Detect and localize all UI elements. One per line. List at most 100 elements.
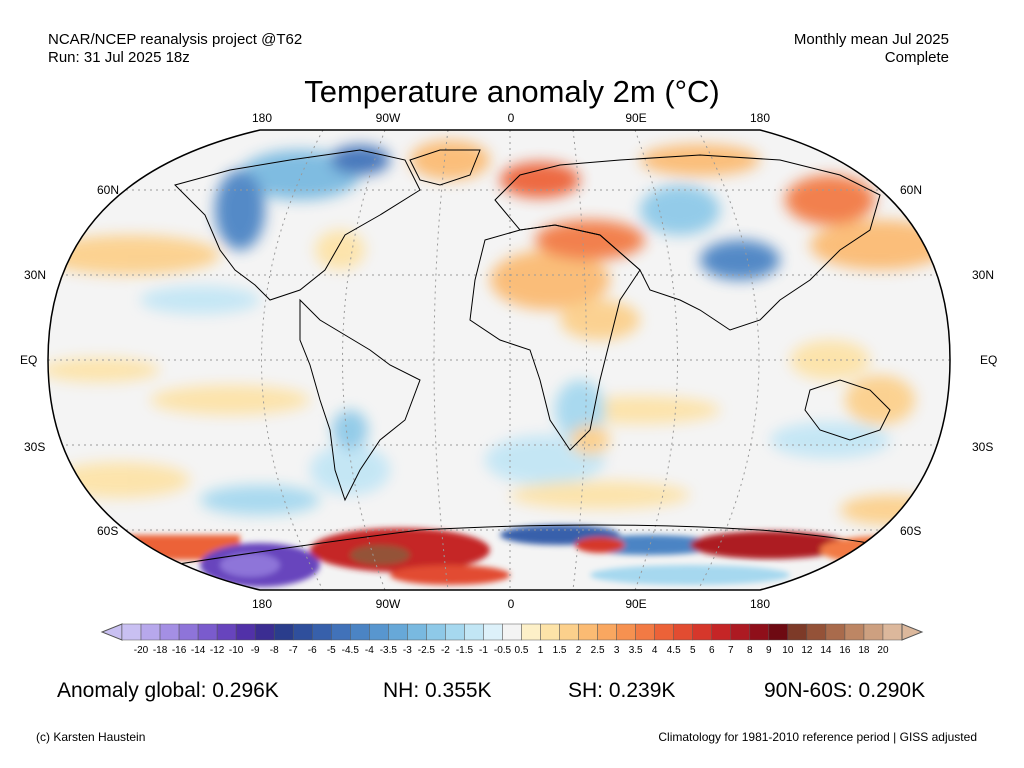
colorbar-tick-label: -2: [440, 645, 450, 656]
colorbar-tick-label: -9: [250, 645, 260, 656]
colorbar-tick-label: -1: [479, 645, 488, 656]
colorbar-tick-label: 6: [708, 645, 715, 656]
lon-label-top: 180: [749, 111, 771, 125]
colorbar-swatch: [863, 623, 884, 641]
colorbar-swatch: [578, 623, 598, 641]
colorbar-swatch: [711, 623, 732, 641]
colorbar-swatch: [768, 623, 789, 641]
lat-label-right: 60N: [900, 183, 923, 197]
colorbar-tick-label: -6: [307, 645, 317, 656]
colorbar-swatch: [825, 623, 846, 641]
colorbar-tick-label: 3: [613, 645, 620, 656]
colorbar-swatch: [464, 623, 484, 641]
colorbar-swatch: [502, 623, 522, 641]
colorbar-tick-label: 3.5: [628, 645, 643, 656]
lat-label-left: EQ: [20, 353, 38, 367]
colorbar-swatch: [616, 623, 636, 641]
colorbar-swatch: [292, 623, 313, 641]
colorbar-tick-label: 12: [801, 645, 813, 656]
colorbar-swatch: [140, 623, 161, 641]
lon-label-bottom: 180: [749, 597, 771, 611]
colorbar-tick-label: -14: [190, 645, 206, 656]
colorbar-tick-label: -4: [364, 645, 374, 656]
lat-label-right: 30S: [972, 440, 994, 454]
colorbar-swatch: [540, 623, 560, 641]
stat-global: Anomaly global: 0.296K: [57, 679, 279, 702]
header-left-line1: NCAR/NCEP reanalysis project @T62: [48, 31, 303, 48]
lon-label-bottom: 0: [507, 597, 515, 611]
lat-label-left: 60N: [97, 183, 120, 197]
colorbar-swatch: [331, 623, 351, 641]
lon-label-bottom: 90W: [375, 597, 401, 611]
colorbar-tick-label: -5: [326, 645, 336, 656]
colorbar-tick-label: -12: [209, 645, 225, 656]
colorbar-tick-label: 16: [839, 645, 851, 656]
colorbar-tick-label: 18: [858, 645, 870, 656]
lon-label-top: 90W: [375, 111, 401, 125]
header-right-line1: Monthly mean Jul 2025: [793, 31, 949, 48]
colorbar-swatch: [388, 623, 408, 641]
stat-sh: SH: 0.239K: [568, 679, 676, 702]
colorbar-swatch: [235, 623, 256, 641]
lat-label-left: 30S: [24, 440, 46, 454]
lon-label-top: 90E: [625, 111, 647, 125]
colorbar-swatch: [806, 623, 827, 641]
colorbar-tick-label: -0.5: [493, 645, 512, 656]
colorbar-min-arrow: [100, 623, 123, 641]
colorbar-tick-label: 4: [651, 645, 658, 656]
globe-outline: [47, 129, 951, 591]
colorbar-swatch: [749, 623, 770, 641]
colorbar-swatch: [216, 623, 237, 641]
lon-label-bottom: 90E: [625, 597, 647, 611]
colorbar-swatch: [692, 623, 713, 641]
colorbar-swatch: [844, 623, 865, 641]
colorbar-swatch: [369, 623, 389, 641]
lon-label-bottom: 180: [251, 597, 273, 611]
colorbar-swatch: [654, 623, 674, 641]
colorbar-swatch: [178, 623, 199, 641]
colorbar-swatch: [273, 623, 294, 641]
header-right-line2: Complete: [884, 49, 949, 66]
colorbar-tick-label: -2.5: [417, 645, 435, 656]
colorbar-tick-label: -3.5: [379, 645, 397, 656]
colorbar-tick-label: 1: [537, 645, 544, 656]
colorbar-tick-label: 20: [877, 645, 889, 656]
colorbar: [100, 623, 924, 641]
colorbar-swatch: [254, 623, 275, 641]
colorbar-tick-label: -7: [288, 645, 298, 656]
footer-climatology: Climatology for 1981-2010 reference peri…: [658, 730, 977, 744]
colorbar-tick-label: -18: [152, 645, 168, 656]
colorbar-swatch: [882, 623, 903, 641]
lat-label-right: 30N: [972, 268, 995, 282]
lon-label-top: 180: [251, 111, 273, 125]
lat-label-right: EQ: [980, 353, 998, 367]
colorbar-swatch: [407, 623, 427, 641]
colorbar-tick-label: 10: [782, 645, 794, 656]
colorbar-tick-label: -4.5: [341, 645, 359, 656]
colorbar-tick-label: 7: [727, 645, 734, 656]
colorbar-tick-label: -10: [228, 645, 244, 656]
colorbar-max-arrow: [901, 623, 924, 641]
colorbar-swatch: [559, 623, 579, 641]
colorbar-tick-label: 5: [689, 645, 696, 656]
colorbar-swatch: [197, 623, 218, 641]
colorbar-swatch: [121, 623, 142, 641]
colorbar-tick-label: 14: [820, 645, 832, 656]
colorbar-swatch: [350, 623, 370, 641]
colorbar-swatch: [521, 623, 541, 641]
stat-nh: NH: 0.355K: [383, 679, 492, 702]
colorbar-swatch: [426, 623, 446, 641]
colorbar-swatch: [597, 623, 617, 641]
colorbar-tick-label: 8: [747, 645, 753, 656]
colorbar-swatch: [445, 623, 465, 641]
stat-polar: 90N-60S: 0.290K: [764, 679, 926, 702]
colorbar-tick-label: 1.5: [552, 645, 567, 656]
page-title: Temperature anomaly 2m (°C): [304, 74, 720, 109]
lat-label-right: 60S: [900, 524, 922, 538]
footer-credit: (c) Karsten Haustein: [36, 730, 146, 744]
colorbar-swatch: [730, 623, 751, 641]
colorbar-tick-label: -3: [402, 645, 412, 656]
colorbar-tick-label: 0.5: [514, 645, 529, 656]
colorbar-tick-label: -1.5: [455, 645, 474, 656]
